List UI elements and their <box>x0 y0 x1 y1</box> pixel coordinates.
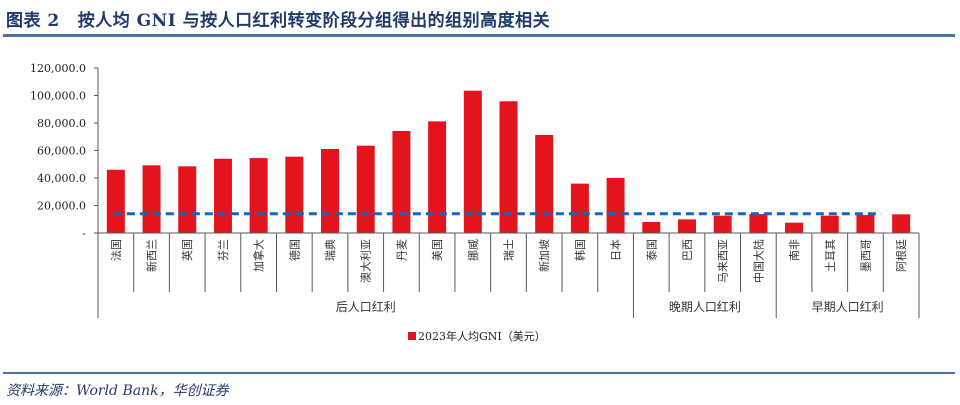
bar-series <box>106 90 911 234</box>
bar <box>570 183 589 233</box>
x-category-label: 南非 <box>788 239 801 261</box>
x-category-label: 泰国 <box>644 239 658 261</box>
x-category-label: 新西兰 <box>145 239 159 272</box>
x-category-label: 新加坡 <box>537 239 551 272</box>
bar <box>713 215 732 233</box>
x-category-label: 马来西亚 <box>717 239 730 283</box>
bar <box>499 101 518 234</box>
bar <box>428 121 447 233</box>
y-tick-label: 60,000.0 <box>37 145 86 158</box>
bar <box>249 158 268 233</box>
bar-chart: - 20,000.0 40,000.0 60,000.0 80,000.0 100,000… <box>30 62 920 343</box>
figure-title: 图表 2 按人均 GNI 与按人口红利转变阶段分组得出的组别高度相关 <box>6 6 550 31</box>
y-tick-label: 20,000.0 <box>37 200 86 213</box>
bar <box>321 148 340 233</box>
x-category-label: 芬兰 <box>217 239 230 261</box>
x-group-label: 早期人口红利 <box>812 299 884 314</box>
figure-label: 图表 2 <box>6 11 60 31</box>
bar <box>356 145 375 233</box>
x-category-label: 韩国 <box>573 239 587 261</box>
x-category-label: 日本 <box>609 239 623 261</box>
bar <box>820 215 839 233</box>
y-tick-label: 40,000.0 <box>37 172 86 185</box>
x-category-label: 法国 <box>109 239 123 261</box>
x-group-label: 晚期人口红利 <box>669 299 741 314</box>
x-category-label: 挪威 <box>466 239 480 261</box>
x-category-label: 阿根廷 <box>894 239 908 272</box>
y-tick-label: 100,000.0 <box>30 90 86 103</box>
y-tick-label: - <box>82 227 86 240</box>
x-category-label: 英国 <box>180 239 194 261</box>
x-category-label: 瑞士 <box>502 239 516 261</box>
x-category-label: 美国 <box>431 239 444 261</box>
bar <box>606 178 625 233</box>
source-note: 资料来源：World Bank，华创证券 <box>6 383 229 399</box>
x-category-label: 德国 <box>287 239 301 261</box>
x-axis: 法国 新西兰 英国 芬兰 加拿大 德国 瑞典 澳大利亚 丹麦 美国 挪威 瑞士 新加坡 韩国 日本 泰国 巴西 马… <box>94 232 920 318</box>
x-group-label: 后人口红利 <box>336 299 396 314</box>
x-category-label: 瑞典 <box>323 239 337 261</box>
bar <box>785 222 804 233</box>
bar <box>856 214 875 233</box>
bar <box>749 214 768 233</box>
legend-swatch <box>408 332 416 340</box>
figure-title-text: 按人均 GNI 与按人口红利转变阶段分组得出的组别高度相关 <box>77 11 551 31</box>
bar <box>178 166 197 233</box>
y-tick-label: 80,000.0 <box>37 117 86 130</box>
bar <box>677 219 696 233</box>
x-category-label: 加拿大 <box>252 239 266 272</box>
legend-label: 2023年人均GNI（美元） <box>418 329 546 343</box>
x-category-label: 巴西 <box>681 239 694 261</box>
bar <box>463 90 482 233</box>
y-tick-label: 120,000.0 <box>30 62 86 75</box>
bar <box>142 165 161 233</box>
legend: 2023年人均GNI（美元） <box>408 329 546 343</box>
header-rule <box>3 34 955 37</box>
x-category-label: 土耳其 <box>824 239 837 272</box>
bar <box>892 214 911 233</box>
bar <box>535 134 554 233</box>
bar <box>642 222 661 233</box>
x-category-label: 中国大陆 <box>751 239 765 283</box>
bar <box>285 156 304 233</box>
bar <box>106 169 125 233</box>
bar <box>213 158 232 233</box>
x-category-label: 澳大利亚 <box>359 239 373 283</box>
x-category-label: 丹麦 <box>395 239 408 261</box>
footer-rule <box>3 372 955 374</box>
x-category-label: 墨西哥 <box>859 239 872 272</box>
y-axis: - 20,000.0 40,000.0 60,000.0 80,000.0 100,000… <box>30 62 99 240</box>
bar <box>392 130 411 233</box>
